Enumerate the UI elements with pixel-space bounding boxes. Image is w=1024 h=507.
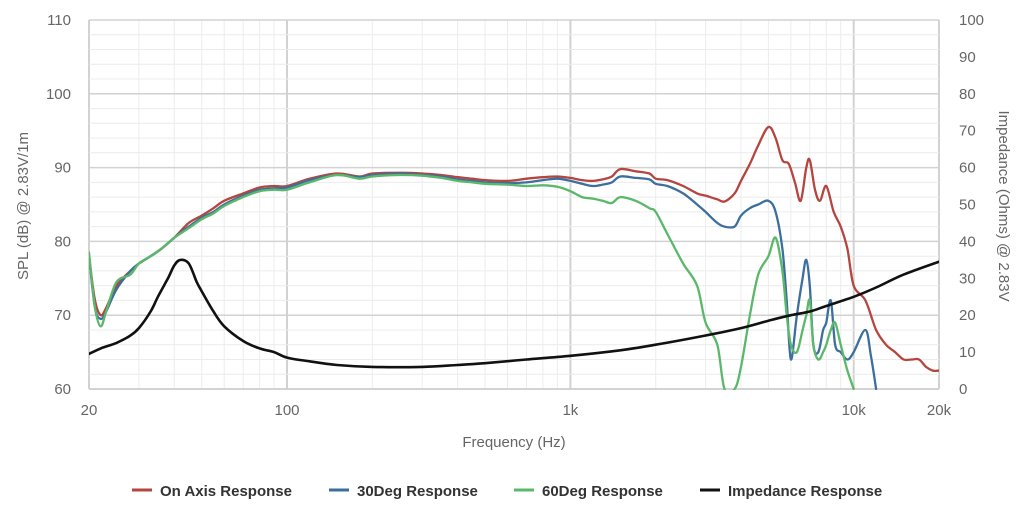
legend: On Axis Response 30Deg Response 60Deg Resp…	[132, 483, 882, 500]
x-tick-label: 100	[274, 402, 299, 419]
x-tick-label: 1k	[562, 402, 578, 419]
legend-label: 30Deg Response	[357, 483, 478, 500]
series-line-60deg-response	[89, 173, 855, 390]
y-axis-title: SPL (dB) @ 2.83V/1m	[15, 132, 32, 280]
y2-tick-label: 50	[959, 197, 976, 214]
y2-tick-label: 70	[959, 123, 976, 140]
series-line-30deg-response	[89, 172, 878, 390]
y2-tick-label: 20	[959, 307, 976, 324]
legend-label: Impedance Response	[728, 483, 882, 500]
legend-label: On Axis Response	[160, 483, 292, 500]
y-tick-label: 110	[47, 12, 71, 29]
left-axis-ticks: 60 70 80 90 100 110	[46, 12, 71, 398]
series-line-on-axis-response	[89, 125, 939, 373]
x-tick-label: 20	[81, 402, 98, 419]
legend-item-30deg-response[interactable]: 30Deg Response	[329, 483, 478, 500]
x-axis-title: Frequency (Hz)	[462, 434, 565, 451]
y-tick-label: 90	[54, 160, 71, 177]
y2-tick-label: 10	[959, 344, 976, 361]
series-lines	[89, 125, 939, 390]
x-tick-label: 20k	[927, 402, 952, 419]
y-tick-label: 70	[54, 307, 71, 324]
y-tick-label: 60	[54, 381, 71, 398]
y2-tick-label: 100	[959, 12, 984, 29]
x-tick-label: 10k	[842, 402, 867, 419]
legend-item-on-axis-response[interactable]: On Axis Response	[132, 483, 292, 500]
y2-tick-label: 60	[959, 160, 976, 177]
y2-tick-label: 80	[959, 86, 976, 103]
legend-item-impedance-response[interactable]: Impedance Response	[700, 483, 882, 500]
y-tick-label: 80	[54, 233, 71, 250]
grid-lines	[88, 19, 940, 390]
y2-tick-label: 30	[959, 270, 976, 287]
y2-tick-label: 0	[959, 381, 967, 398]
y2-axis-title: Impedance (Ohms) @ 2.83V	[995, 110, 1012, 301]
y2-tick-label: 40	[959, 233, 976, 250]
right-axis-ticks: 0 10 20 30 40 50 60 70 80 90 100	[959, 12, 984, 398]
y-tick-label: 100	[46, 86, 71, 103]
y2-tick-label: 90	[959, 49, 976, 66]
x-axis-ticks: 20 100 1k 10k 20k	[81, 402, 952, 419]
series-line-impedance-response	[89, 258, 939, 369]
legend-item-60deg-response[interactable]: 60Deg Response	[514, 483, 663, 500]
legend-label: 60Deg Response	[542, 483, 663, 500]
